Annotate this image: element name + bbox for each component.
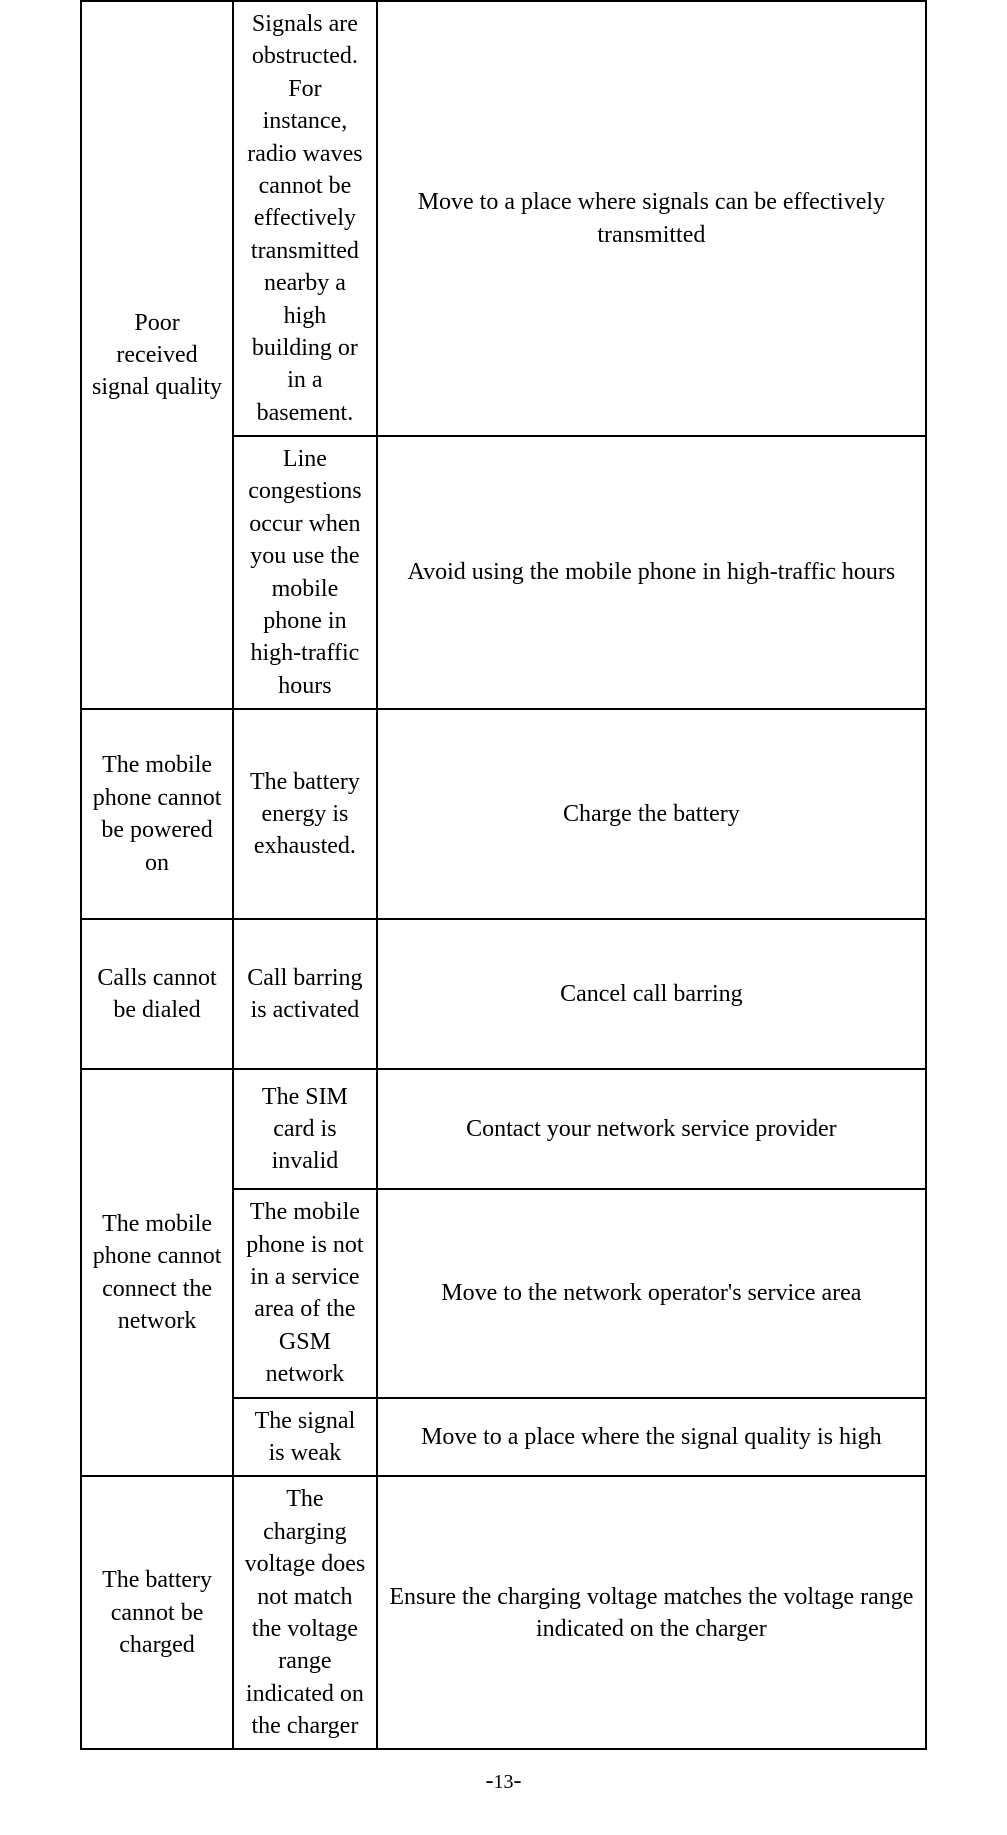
cell-cause: The SIM card is invalid: [233, 1069, 377, 1189]
table-row: The mobile phone cannot be powered on Th…: [81, 709, 926, 919]
cell-cause: The charging voltage does not match the …: [233, 1476, 377, 1749]
page-container: Poor received signal quality Signals are…: [0, 0, 1007, 1835]
footer-prefix: -: [486, 1768, 494, 1794]
cell-cause: Line congestions occur when you use the …: [233, 436, 377, 709]
cell-solution: Move to a place where the signal quality…: [377, 1398, 926, 1477]
table-row: The battery cannot be charged The chargi…: [81, 1476, 926, 1749]
table-row: Calls cannot be dialed Call barring is a…: [81, 919, 926, 1069]
cell-cause: The battery energy is exhausted.: [233, 709, 377, 919]
page-footer: -13-: [80, 1768, 927, 1795]
cell-cause: Call barring is activated: [233, 919, 377, 1069]
cell-solution: Charge the battery: [377, 709, 926, 919]
cell-solution: Move to the network operator's service a…: [377, 1189, 926, 1397]
cell-problem: The mobile phone cannot be powered on: [81, 709, 233, 919]
table-body: Poor received signal quality Signals are…: [81, 1, 926, 1749]
cell-solution: Move to a place where signals can be eff…: [377, 1, 926, 436]
table-row: Poor received signal quality Signals are…: [81, 1, 926, 436]
cell-problem: Poor received signal quality: [81, 1, 233, 709]
cell-cause: Signals are obstructed. For instance, ra…: [233, 1, 377, 436]
page-number: 13: [494, 1771, 514, 1793]
cell-solution: Avoid using the mobile phone in high-tra…: [377, 436, 926, 709]
cell-solution: Contact your network service provider: [377, 1069, 926, 1189]
troubleshooting-table: Poor received signal quality Signals are…: [80, 0, 927, 1750]
table-row: The mobile phone cannot connect the netw…: [81, 1069, 926, 1189]
cell-cause: The signal is weak: [233, 1398, 377, 1477]
cell-cause: The mobile phone is not in a service are…: [233, 1189, 377, 1397]
cell-problem: Calls cannot be dialed: [81, 919, 233, 1069]
cell-solution: Cancel call barring: [377, 919, 926, 1069]
cell-problem: The mobile phone cannot connect the netw…: [81, 1069, 233, 1476]
cell-problem: The battery cannot be charged: [81, 1476, 233, 1749]
cell-solution: Ensure the charging voltage matches the …: [377, 1476, 926, 1749]
footer-suffix: -: [514, 1768, 522, 1794]
